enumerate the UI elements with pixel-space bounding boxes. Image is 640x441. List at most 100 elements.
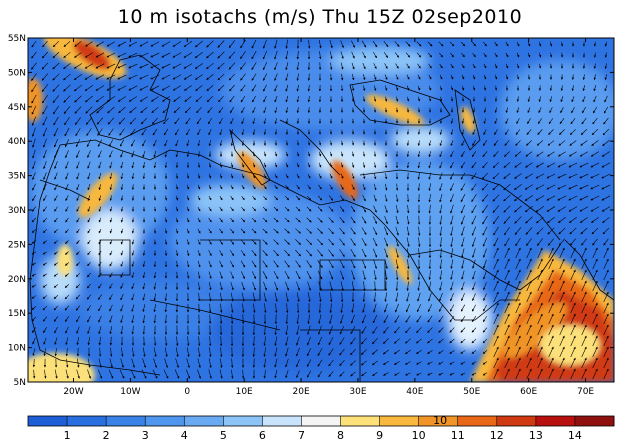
wind-vector	[274, 184, 278, 190]
wind-vector	[175, 139, 179, 147]
wind-vector	[32, 161, 36, 170]
wind-vector	[525, 162, 533, 168]
wind-vector	[31, 206, 37, 212]
wind-vector	[197, 206, 201, 212]
wind-vector	[197, 140, 201, 147]
wind-vector	[252, 129, 256, 136]
wind-vector	[417, 151, 421, 158]
colorbar-swatch	[28, 416, 68, 426]
wind-vector	[186, 206, 190, 212]
wind-vector	[295, 217, 301, 223]
wind-vector	[128, 74, 138, 80]
wind-vector	[32, 127, 36, 137]
colorbar-swatch	[106, 416, 146, 426]
wind-vector	[571, 96, 575, 103]
wind-vector	[208, 140, 211, 147]
colorbar-label: 5	[220, 429, 227, 441]
wind-vector	[120, 173, 123, 180]
wind-vector	[208, 117, 212, 125]
wind-vector	[428, 85, 432, 91]
wind-vector	[251, 84, 257, 92]
wind-vector	[492, 205, 500, 213]
lon-tick-label: 60E	[520, 387, 537, 397]
wind-vector	[593, 63, 597, 69]
wind-vector	[340, 40, 344, 49]
wind-vector	[42, 94, 48, 104]
wind-vector	[241, 118, 245, 125]
wind-vector	[504, 151, 510, 157]
wind-vector	[362, 162, 366, 168]
wind-vector	[98, 195, 102, 201]
wind-vector	[439, 52, 443, 58]
wind-vector	[373, 194, 377, 202]
wind-vector	[384, 96, 388, 102]
wind-vector	[172, 63, 182, 69]
wind-vector	[559, 118, 565, 125]
wind-vector	[548, 118, 554, 125]
wind-vector	[108, 139, 114, 147]
wind-vector	[395, 215, 399, 225]
wind-vector	[461, 52, 465, 58]
wind-vector	[307, 84, 311, 92]
lon-tick-label: 0	[184, 387, 190, 397]
lat-tick-label: 5N	[14, 378, 26, 388]
wind-vector	[471, 172, 477, 180]
wind-vector	[219, 140, 223, 147]
wind-vector	[373, 216, 377, 224]
wind-vector	[579, 162, 589, 168]
wind-vector	[43, 206, 47, 212]
wind-vector	[557, 195, 567, 201]
wind-vector	[450, 140, 454, 147]
wind-vector	[450, 183, 454, 191]
wind-vector	[439, 172, 443, 180]
wind-vector	[252, 162, 256, 168]
wind-vector	[351, 195, 355, 202]
wind-vector	[98, 161, 102, 169]
wind-vector	[96, 106, 104, 114]
wind-vector	[107, 106, 115, 114]
wind-vector	[128, 52, 138, 58]
wind-vector	[536, 151, 544, 157]
wind-vector	[285, 184, 289, 190]
wind-vector	[65, 172, 69, 180]
wind-vector	[568, 151, 577, 157]
wind-vector	[450, 74, 454, 80]
wind-vector	[65, 150, 69, 159]
wind-vector	[73, 74, 82, 80]
wind-vector	[139, 41, 149, 47]
wind-vector	[373, 162, 377, 169]
wind-vector	[590, 206, 600, 212]
wind-vector	[524, 173, 533, 179]
lon-tick-label: 40E	[406, 387, 423, 397]
wind-vector	[186, 195, 190, 201]
wind-vector	[494, 52, 498, 58]
wind-vector	[492, 215, 500, 225]
wind-vector	[524, 195, 534, 201]
wind-vector	[183, 52, 193, 58]
wind-vector	[428, 183, 432, 192]
wind-vector	[263, 107, 267, 114]
wind-vector	[197, 184, 201, 190]
wind-vector	[120, 217, 124, 223]
wind-vector	[140, 117, 147, 125]
wind-vector	[174, 117, 180, 125]
lon-tick-label: 50E	[463, 387, 480, 397]
wind-vector	[263, 151, 267, 157]
wind-vector	[161, 85, 171, 91]
wind-vector	[604, 41, 608, 47]
wind-vector	[31, 40, 37, 48]
wind-vector	[85, 41, 93, 47]
wind-vector	[63, 52, 71, 58]
wind-vector	[164, 184, 168, 190]
wind-vector	[516, 118, 520, 125]
wind-vector	[406, 140, 410, 146]
wind-vector	[329, 140, 333, 146]
wind-vector	[525, 151, 533, 157]
wind-vector	[109, 217, 113, 223]
wind-vector	[417, 96, 421, 102]
wind-vector	[340, 173, 344, 179]
wind-vector	[362, 51, 366, 59]
wind-vector	[362, 151, 366, 157]
wind-vector	[461, 151, 465, 158]
